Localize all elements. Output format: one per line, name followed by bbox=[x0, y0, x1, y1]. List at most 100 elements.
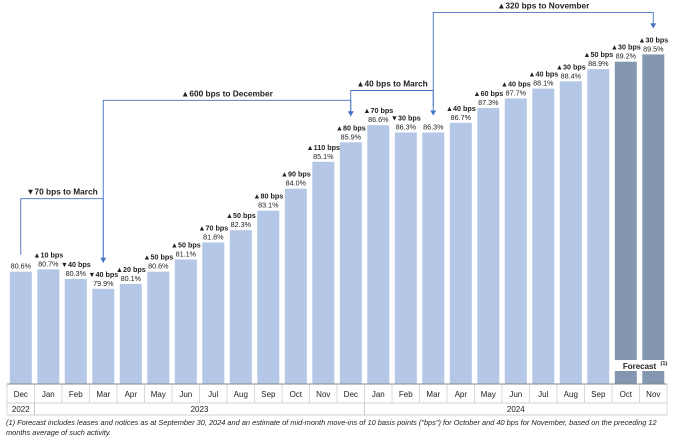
change-label: ▲50 bps bbox=[171, 241, 201, 250]
value-label: 81.8% bbox=[203, 232, 224, 241]
value-label: 80.3% bbox=[66, 269, 87, 278]
x-tick-label: Aug bbox=[564, 390, 578, 399]
footnote: (1) Forecast includes leases and notices… bbox=[6, 418, 657, 437]
forecast-label: Forecast bbox=[623, 362, 657, 371]
change-label: ▼30 bps bbox=[391, 114, 421, 123]
bar bbox=[422, 132, 445, 384]
x-tick-label: Dec bbox=[344, 390, 358, 399]
bracket-arrow bbox=[650, 23, 657, 29]
bar bbox=[339, 142, 362, 384]
bracket-label: ▲40 bps to March bbox=[356, 79, 427, 89]
bar bbox=[92, 288, 115, 384]
value-label: 88.9% bbox=[588, 59, 609, 68]
x-tick-label: Jul bbox=[538, 390, 548, 399]
value-label: 80.7% bbox=[38, 259, 59, 268]
x-tick-label: Apr bbox=[455, 390, 468, 399]
forecast-bar bbox=[614, 61, 637, 384]
change-label: ▲70 bps bbox=[363, 106, 393, 115]
value-label: 82.3% bbox=[231, 220, 252, 229]
bar bbox=[367, 125, 390, 384]
change-label: ▲30 bps bbox=[638, 35, 668, 44]
bar bbox=[9, 271, 32, 384]
change-label: ▲90 bps bbox=[281, 170, 311, 179]
x-tick-label: Oct bbox=[290, 390, 303, 399]
x-tick-label: Jun bbox=[179, 390, 192, 399]
value-label: 84.0% bbox=[286, 179, 307, 188]
x-tick-label: Jan bbox=[42, 390, 55, 399]
change-label: ▲30 bps bbox=[611, 43, 641, 52]
change-label: ▲40 bps bbox=[528, 70, 558, 79]
x-tick-label: Mar bbox=[426, 390, 440, 399]
value-label: 87.7% bbox=[506, 88, 527, 97]
value-label: 87.3% bbox=[478, 98, 499, 107]
bracket-label: ▲320 bps to November bbox=[497, 0, 590, 10]
x-tick-label: Apr bbox=[125, 390, 138, 399]
value-label: 83.1% bbox=[258, 201, 279, 210]
change-label: ▲20 bps bbox=[116, 265, 146, 274]
change-label: ▲10 bps bbox=[33, 250, 63, 259]
bar bbox=[119, 283, 142, 384]
x-tick-label: Mar bbox=[96, 390, 110, 399]
x-tick-label: Oct bbox=[620, 390, 633, 399]
value-label: 85.9% bbox=[341, 132, 362, 141]
change-label: ▲50 bps bbox=[143, 253, 173, 262]
bar bbox=[504, 98, 527, 385]
change-label: ▲80 bps bbox=[253, 192, 283, 201]
value-label: 89.5% bbox=[643, 44, 664, 53]
change-label: ▲70 bps bbox=[198, 223, 228, 232]
x-tick-label: Sep bbox=[591, 390, 606, 399]
change-label: ▲30 bps bbox=[556, 62, 586, 71]
change-label: ▼40 bps bbox=[88, 270, 118, 279]
value-label: 88.4% bbox=[561, 71, 582, 80]
x-tick-label: May bbox=[481, 390, 496, 399]
bar bbox=[312, 161, 335, 384]
bar bbox=[174, 259, 197, 384]
x-tick-label: Nov bbox=[646, 390, 660, 399]
x-tick-label: Dec bbox=[14, 390, 28, 399]
value-label: 81.1% bbox=[176, 250, 197, 259]
value-label: 88.1% bbox=[533, 79, 554, 88]
forecast-label-bg bbox=[611, 360, 668, 371]
bracket-line bbox=[432, 11, 654, 107]
change-label: ▲110 bps bbox=[307, 143, 340, 152]
bar bbox=[64, 279, 87, 384]
bar bbox=[202, 242, 225, 384]
year-label: 2023 bbox=[191, 405, 209, 414]
change-label: ▲50 bps bbox=[583, 50, 613, 59]
value-label: 86.3% bbox=[396, 123, 417, 132]
value-label: 80.1% bbox=[121, 274, 142, 283]
value-label: 86.6% bbox=[368, 115, 389, 124]
bracket-label: ▲600 bps to December bbox=[181, 88, 273, 98]
value-label: 85.1% bbox=[313, 152, 334, 161]
bar bbox=[477, 108, 500, 384]
change-label: ▼40 bps bbox=[61, 260, 91, 269]
bar bbox=[284, 188, 307, 384]
year-label: 2022 bbox=[12, 405, 30, 414]
bar bbox=[37, 269, 60, 384]
value-label: 80.6% bbox=[148, 262, 169, 271]
x-tick-label: Jul bbox=[208, 390, 218, 399]
change-label: ▲60 bps bbox=[473, 89, 503, 98]
bracket-label: ▼70 bps to March bbox=[26, 187, 97, 197]
change-label: ▲80 bps bbox=[336, 123, 366, 132]
x-tick-label: Jun bbox=[509, 390, 522, 399]
bar bbox=[587, 69, 610, 384]
bar bbox=[257, 210, 280, 384]
bar bbox=[449, 122, 472, 385]
bar bbox=[394, 132, 417, 384]
value-label: 80.6% bbox=[11, 262, 32, 271]
change-label: ▲40 bps bbox=[446, 104, 476, 113]
forecast-footnote-marker: (1) bbox=[661, 361, 668, 367]
x-tick-label: Feb bbox=[399, 390, 413, 399]
value-label: 86.7% bbox=[451, 113, 472, 122]
change-label: ▲50 bps bbox=[226, 211, 256, 220]
x-tick-label: Sep bbox=[261, 390, 276, 399]
bracket-arrow bbox=[430, 110, 437, 116]
year-label: 2024 bbox=[507, 405, 525, 414]
bar bbox=[229, 230, 252, 384]
bar bbox=[532, 88, 555, 384]
forecast-bar bbox=[642, 54, 665, 385]
value-label: 79.9% bbox=[93, 279, 114, 288]
change-label: ▲40 bps bbox=[501, 79, 531, 88]
